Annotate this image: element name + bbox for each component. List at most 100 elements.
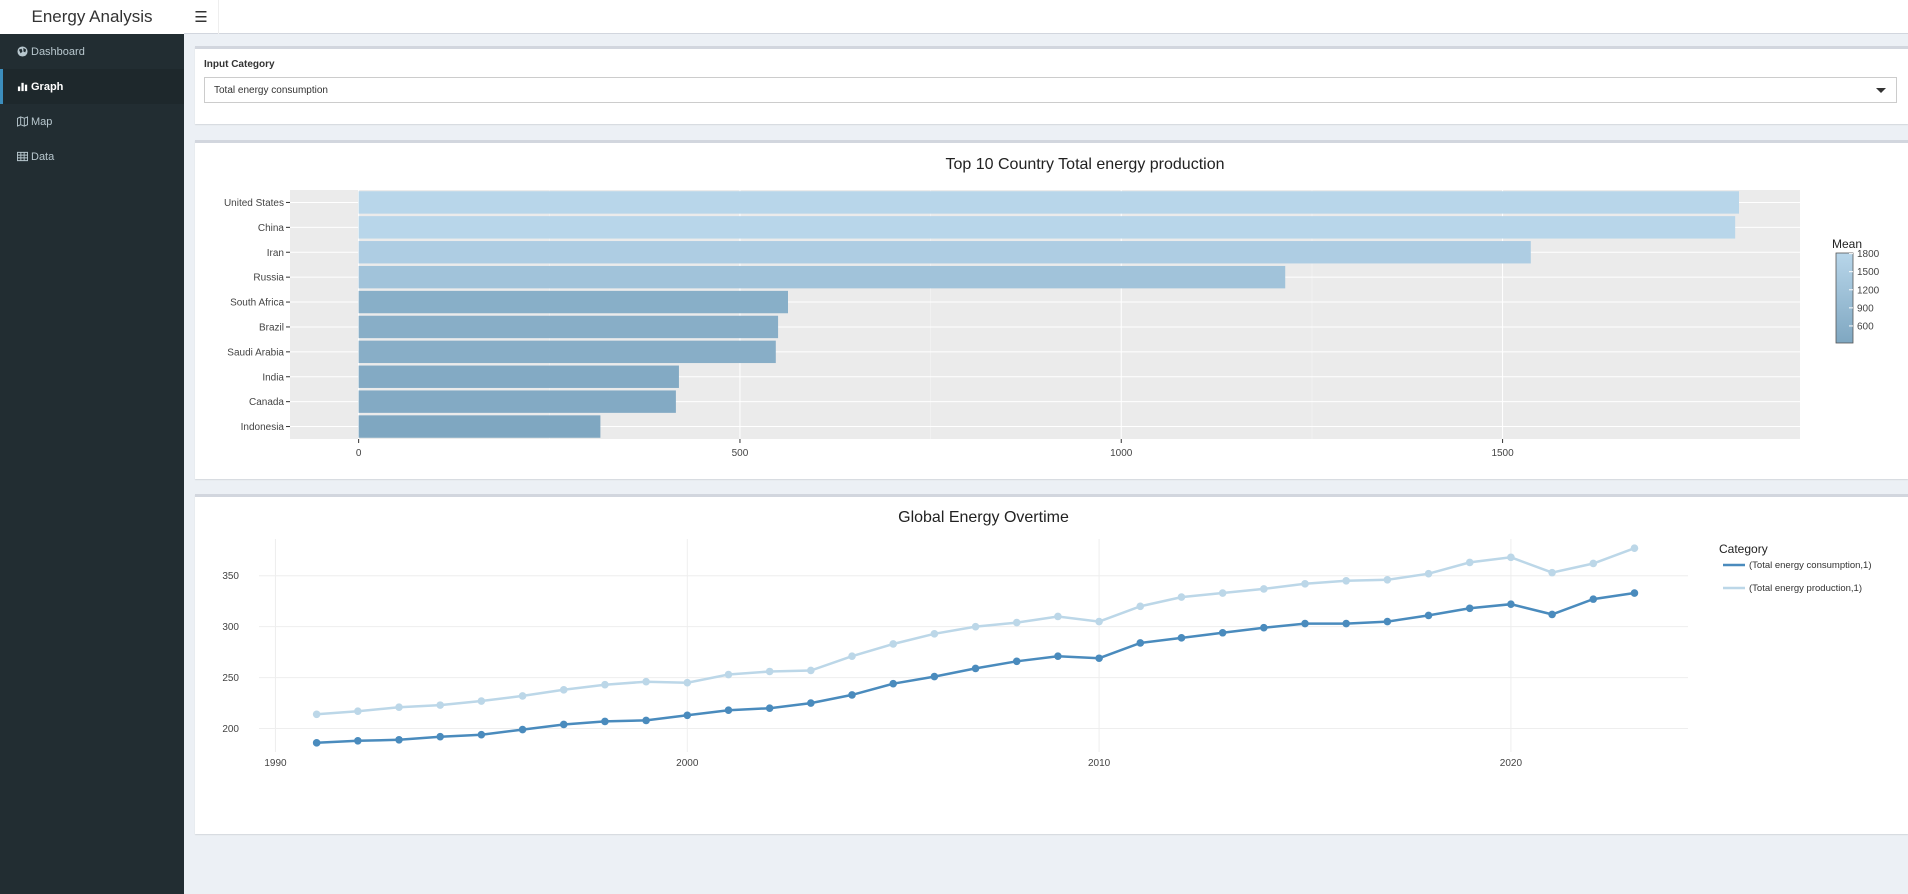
legend-tick-label: 600	[1857, 321, 1874, 332]
y-tick-label: Brazil	[259, 322, 284, 333]
globe-icon	[17, 46, 28, 57]
data-point	[848, 691, 856, 699]
data-point	[1260, 623, 1268, 632]
sidebar-item-label: Map	[31, 115, 53, 128]
data-point	[1465, 558, 1474, 567]
x-tick-label: 2020	[1500, 758, 1523, 769]
sidebar-item-data[interactable]: Data	[0, 139, 184, 174]
data-point	[765, 667, 774, 676]
data-point	[1630, 544, 1639, 552]
data-point	[1177, 593, 1186, 601]
sidebar-item-label: Dashboard	[31, 45, 85, 58]
y-tick-label: 200	[222, 724, 239, 735]
data-point	[1301, 619, 1309, 628]
x-tick-label: 2000	[676, 758, 699, 769]
data-point	[395, 735, 403, 744]
bar-chart-icon	[17, 82, 28, 92]
bar	[358, 216, 1736, 239]
data-point	[1054, 652, 1062, 661]
sidebar-item-map[interactable]: Map	[0, 104, 184, 139]
y-tick-label: India	[262, 372, 284, 383]
y-tick-label: Iran	[267, 248, 284, 259]
data-point	[559, 686, 568, 694]
input-panel: Input Category Total energy consumption	[195, 46, 1908, 124]
y-tick-label: Indonesia	[241, 422, 285, 433]
x-tick-label: 2010	[1088, 758, 1111, 769]
data-point	[601, 680, 609, 689]
line-chart: Global Energy Overtime 200 250 300 350 1990 20…	[222, 509, 1872, 769]
sidebar-item-label: Data	[31, 150, 55, 163]
data-point	[1507, 553, 1515, 562]
data-point	[642, 677, 650, 686]
data-point	[1589, 595, 1598, 603]
data-point	[848, 652, 856, 661]
data-point	[1548, 610, 1556, 619]
x-tick-label: 500	[732, 448, 749, 459]
hamburger-icon[interactable]: ☰	[184, 0, 219, 34]
x-tick-label: 1000	[1110, 448, 1133, 459]
data-point	[1383, 617, 1392, 626]
data-point	[1095, 654, 1103, 663]
data-point	[1218, 589, 1227, 597]
data-point	[1218, 628, 1227, 637]
data-point	[601, 717, 609, 726]
app-title[interactable]: Energy Analysis	[0, 0, 184, 34]
y-tick-label: 300	[222, 622, 239, 633]
bar	[358, 265, 1286, 289]
data-point	[971, 622, 980, 631]
sidebar-item-graph[interactable]: Graph	[0, 69, 184, 104]
data-point	[1507, 600, 1515, 609]
data-point	[559, 720, 568, 729]
category-select[interactable]: Total energy consumption	[204, 77, 1897, 103]
bar-chart-panel: Top 10 Country Total energy production Un…	[195, 140, 1908, 479]
y-tick-label: Saudi Arabia	[227, 347, 284, 358]
data-point	[518, 725, 527, 734]
legend-title: Mean	[1832, 237, 1862, 251]
data-point	[477, 697, 486, 705]
data-point	[354, 736, 362, 745]
data-point	[642, 716, 650, 725]
data-point	[1054, 612, 1062, 621]
sidebar-item-label: Graph	[31, 80, 64, 93]
y-tick-label: United States	[224, 198, 284, 209]
y-tick-label: Canada	[249, 397, 284, 408]
category-select-value: Total energy consumption	[214, 84, 328, 96]
data-point	[518, 692, 527, 700]
bar	[358, 241, 1531, 264]
legend-title: Category	[1719, 542, 1768, 556]
data-point	[436, 701, 444, 709]
data-point	[1630, 589, 1639, 597]
data-point	[1424, 611, 1433, 620]
data-point	[683, 711, 692, 720]
bar	[358, 290, 788, 314]
data-point	[1342, 619, 1350, 628]
data-point	[477, 730, 486, 739]
data-point	[807, 666, 815, 675]
data-point	[1012, 618, 1021, 627]
y-tick-label: 250	[222, 673, 239, 684]
bar	[358, 415, 601, 438]
legend-tick-label: 900	[1857, 303, 1874, 314]
chart-title: Global Energy Overtime	[898, 509, 1069, 526]
legend-tick-label: 1500	[1857, 267, 1880, 278]
data-point	[1177, 634, 1186, 642]
top-navbar: ☰	[184, 0, 1908, 34]
legend-label: (Total energy consumption,1)	[1749, 560, 1872, 571]
data-point	[1383, 575, 1392, 584]
data-point	[395, 703, 403, 711]
legend-tick-label: 1800	[1857, 249, 1880, 260]
sidebar-item-dashboard[interactable]: Dashboard	[0, 34, 184, 69]
x-tick-label: 1990	[264, 758, 287, 769]
y-tick-label: Russia	[253, 273, 284, 284]
y-tick-label: China	[258, 223, 285, 234]
line-chart-panel: Global Energy Overtime 200 250 300 350 1990 20…	[195, 494, 1908, 834]
data-point	[1465, 604, 1474, 613]
table-icon	[17, 151, 28, 162]
legend-tick-label: 1200	[1857, 285, 1880, 296]
data-point	[1548, 568, 1556, 577]
data-point	[1342, 576, 1350, 585]
data-point	[1260, 585, 1268, 593]
y-tick-label: South Africa	[230, 298, 284, 309]
x-tick-label: 0	[356, 448, 362, 459]
sidebar: Dashboard Graph Map Data	[0, 34, 184, 894]
